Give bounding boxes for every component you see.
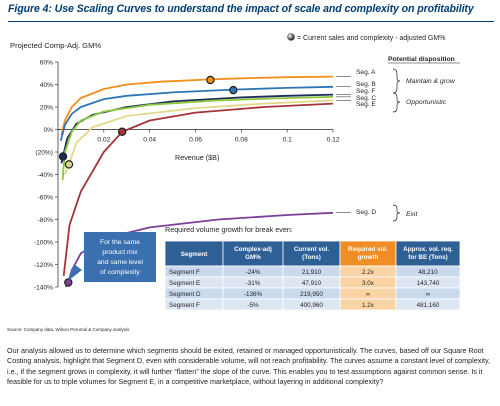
callout-line: For the same <box>100 239 140 246</box>
table-cell-text: Segment F <box>169 269 200 276</box>
marker-seg-b <box>229 85 238 95</box>
marker-unlabeled <box>117 127 127 136</box>
x-tick-label: 0.04 <box>143 137 156 144</box>
y-tick-label: -120% <box>34 262 53 269</box>
y-axis-label: Projected Comp-Adj. GM% <box>10 41 101 50</box>
y-tick-label: -140% <box>34 284 53 291</box>
table-cell-text: ∞ <box>366 291 371 298</box>
callout-box <box>84 232 156 282</box>
chart-markers <box>58 75 238 287</box>
brace-exit <box>392 204 401 222</box>
table-header-text: Segment <box>181 251 208 258</box>
table-cell-text: Segment F <box>169 302 200 309</box>
series-label-seg-b: Seg. B <box>356 81 376 88</box>
table-header-text: (Tons) <box>302 254 321 261</box>
y-tick-label: 20% <box>40 104 53 111</box>
marker-seg-e <box>64 160 74 169</box>
x-tick-label: 0.02 <box>97 137 110 144</box>
source-note: Source: Company data, Wilson Perumal & C… <box>7 327 130 332</box>
y-tick-label: -60% <box>38 194 54 201</box>
table-cell-text: -31% <box>246 280 261 287</box>
table-cell-text: 3.0x <box>362 280 375 287</box>
table-cell-text: 481,160 <box>417 302 440 309</box>
disposition-exit: Exit <box>406 211 418 218</box>
table-cell-text: -24% <box>246 269 261 276</box>
table-header-text: Required vol. <box>348 246 388 253</box>
table-cell-text: ∞ <box>426 291 431 298</box>
table-cell <box>395 298 461 311</box>
series-label-seg-d: Seg. D <box>356 209 376 216</box>
x-axis-label: Revenue ($B) <box>175 153 219 162</box>
brace-maintain <box>392 68 401 94</box>
y-tick-label: 0% <box>43 127 53 134</box>
title-rule <box>8 21 494 22</box>
marker-seg-d <box>64 278 73 287</box>
table-cell-text: 48,210 <box>418 269 438 276</box>
y-tick-label: 60% <box>40 59 53 66</box>
x-tick-label: 0.1 <box>283 137 292 144</box>
curve-seg-c <box>61 96 334 181</box>
body-paragraph: Our analysis allowed us to determine whi… <box>7 346 490 387</box>
table-header-text: Current vol. <box>294 246 330 253</box>
table-header-text: GM% <box>245 254 261 261</box>
x-tick-label: 0.08 <box>235 137 248 144</box>
legend-marker <box>287 33 295 41</box>
table-cell-text: Segment D <box>169 291 201 298</box>
table-cell-text: -5% <box>247 302 259 309</box>
table-header-text: for BE (Tons) <box>408 254 447 261</box>
marker-seg-f <box>58 152 68 161</box>
table-cell-text: 219,950 <box>300 291 323 298</box>
callout-line: product mix <box>102 249 138 256</box>
callout-line: of complexity <box>100 269 140 276</box>
y-tick-label: -80% <box>38 217 54 224</box>
scaling-curves-chart: Projected Comp-Adj. GM% Revenue ($B) 60%… <box>10 33 461 311</box>
table-cell-text: 47,910 <box>302 280 322 287</box>
legend: = Current sales and complexity - adjuste… <box>287 33 460 222</box>
table-header-text: Approx. vol. req. <box>403 246 453 253</box>
table-header-text: Complex-adj <box>234 246 272 253</box>
series-label-seg-c: Seg. C <box>356 95 376 102</box>
x-tick-label: 0.06 <box>189 137 202 144</box>
marker-seg-a <box>206 75 215 85</box>
table-header-cell <box>339 240 397 267</box>
curve-seg-a <box>60 75 334 136</box>
figure-title: Figure 4: Use Scaling Curves to understa… <box>8 3 474 15</box>
table-header-cell <box>164 240 224 267</box>
disposition-header: Potential disposition <box>388 56 455 63</box>
disposition-maintain: Maintain & grow <box>406 78 456 85</box>
table-cell-text: 1.2x <box>362 302 375 309</box>
table-cell-text: Segment E <box>169 280 200 287</box>
table-header-text: growth <box>358 254 379 261</box>
table-caption: Required volume growth for break even: <box>165 225 293 234</box>
callout-text: For the same product mix and same level of … <box>97 239 143 276</box>
table-header-cell <box>282 240 341 267</box>
table-cell-text: 21,910 <box>302 269 322 276</box>
curve-seg-b <box>59 85 334 142</box>
y-tick-label: (20%) <box>35 149 53 156</box>
series-label-seg-e: Seg. E <box>356 101 376 108</box>
chart-axes: 60% 40% 20% 0% (20%) -40% -60% -80% -100% -120% -1… <box>34 59 340 291</box>
series-label-seg-f: Seg. F <box>356 88 375 95</box>
table-cell-text: 400,960 <box>300 302 323 309</box>
callout-line: and same level <box>97 259 143 266</box>
legend-marker-label: = Current sales and complexity - adjuste… <box>297 35 445 42</box>
series-label-seg-a: Seg. A <box>356 69 376 76</box>
y-tick-label: -100% <box>34 239 53 246</box>
table-cell-text: 143,740 <box>417 280 440 287</box>
brace-opportunistic <box>392 92 401 113</box>
table-cell-text: 2.2x <box>362 269 375 276</box>
y-tick-label: 40% <box>40 82 53 89</box>
table-header-cell <box>395 240 461 267</box>
disposition-opportunistic: Opportunistic <box>406 99 447 106</box>
callout-pointer <box>68 264 82 281</box>
y-tick-label: -40% <box>38 172 54 179</box>
x-tick-label: 0.12 <box>327 137 340 144</box>
callout: For the same product mix and same level of … <box>68 232 156 282</box>
table-cell-text: -136% <box>244 291 263 298</box>
